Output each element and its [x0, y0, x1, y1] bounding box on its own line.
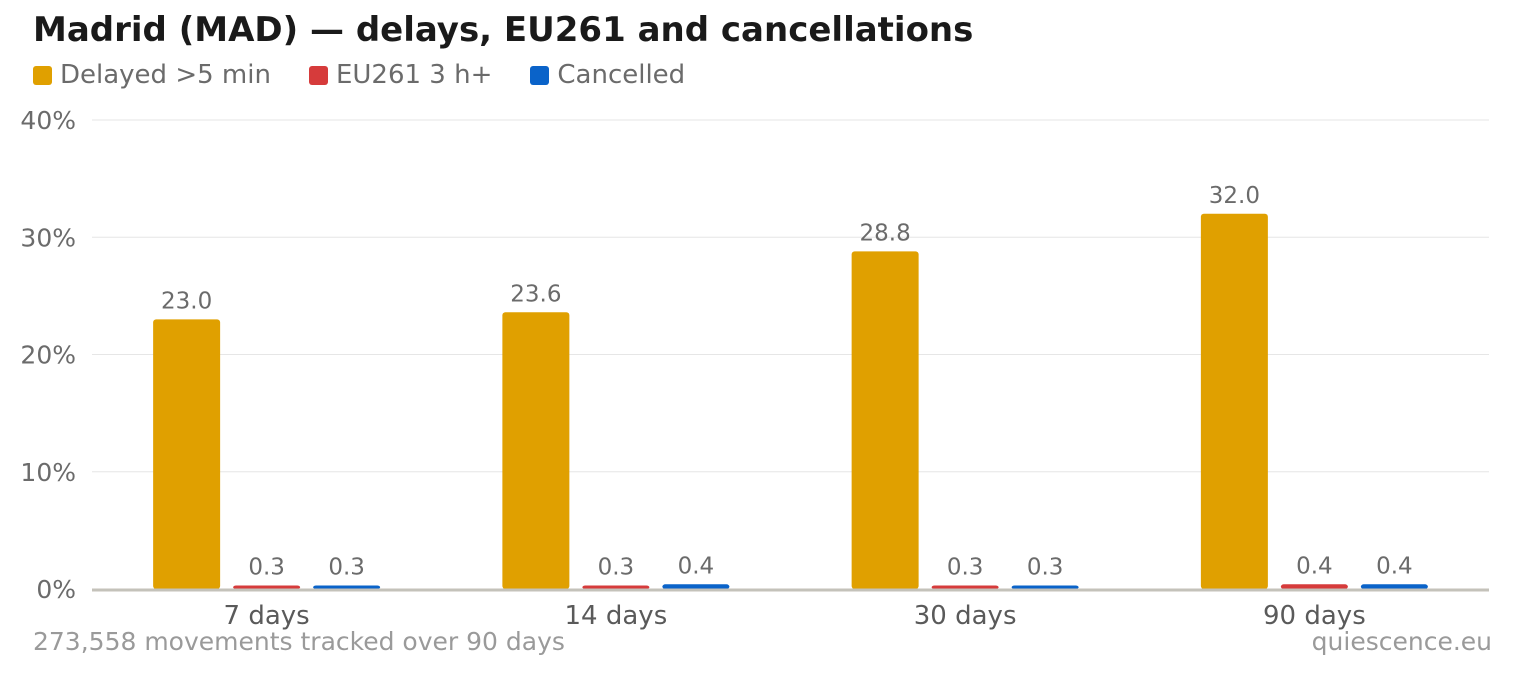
bar	[233, 585, 301, 589]
legend-label-delayed: Delayed >5 min	[60, 60, 271, 90]
bar	[313, 585, 381, 589]
legend-swatch-delayed	[33, 65, 52, 85]
bar	[662, 584, 730, 589]
data-label: 0.4	[678, 553, 715, 579]
x-tick-label: 30 days	[914, 601, 1017, 631]
legend-label-cancelled: Cancelled	[557, 60, 686, 90]
bar	[582, 585, 650, 589]
y-tick-label: 30%	[20, 223, 76, 252]
legend-item-eu261[interactable]: EU261 3 h+	[308, 60, 493, 90]
bar	[1280, 584, 1348, 589]
footer-source[interactable]: quiescence.eu	[1311, 627, 1492, 656]
bar	[931, 585, 999, 589]
y-tick-label: 20%	[20, 341, 76, 370]
data-label: 28.8	[860, 220, 911, 246]
legend-swatch-eu261	[308, 65, 328, 85]
data-label: 0.3	[328, 554, 365, 580]
bar	[1011, 585, 1079, 589]
legend-swatch-cancelled	[530, 65, 550, 85]
x-tick-label: 14 days	[565, 601, 668, 631]
chart-legend: Delayed >5 min EU261 3 h+ Cancelled	[33, 60, 723, 90]
x-tick-label: 90 days	[1263, 601, 1366, 631]
bar	[502, 312, 570, 589]
data-label: 23.6	[510, 281, 561, 307]
y-tick-label: 40%	[20, 106, 76, 135]
data-label: 32.0	[1209, 183, 1260, 209]
footer-note: 273,558 movements tracked over 90 days	[33, 627, 565, 656]
legend-item-delayed[interactable]: Delayed >5 min	[33, 60, 271, 90]
data-label: 0.3	[598, 554, 635, 580]
legend-label-eu261: EU261 3 h+	[335, 60, 493, 90]
bar	[1200, 213, 1268, 590]
data-label: 0.3	[1027, 554, 1064, 580]
chart-title: Madrid (MAD) — delays, EU261 and cancell…	[33, 10, 974, 50]
y-tick-label: 10%	[20, 458, 76, 487]
data-label: 23.0	[161, 288, 212, 314]
legend-item-cancelled[interactable]: Cancelled	[530, 60, 685, 90]
bar	[1360, 584, 1428, 589]
y-tick-label: 0%	[36, 575, 76, 604]
bar	[851, 251, 919, 589]
x-tick-label: 7 days	[224, 601, 310, 631]
data-label: 0.4	[1296, 553, 1333, 579]
data-label: 0.3	[248, 554, 285, 580]
data-label: 0.4	[1376, 553, 1413, 579]
bar	[153, 319, 221, 589]
data-label: 0.3	[947, 554, 984, 580]
